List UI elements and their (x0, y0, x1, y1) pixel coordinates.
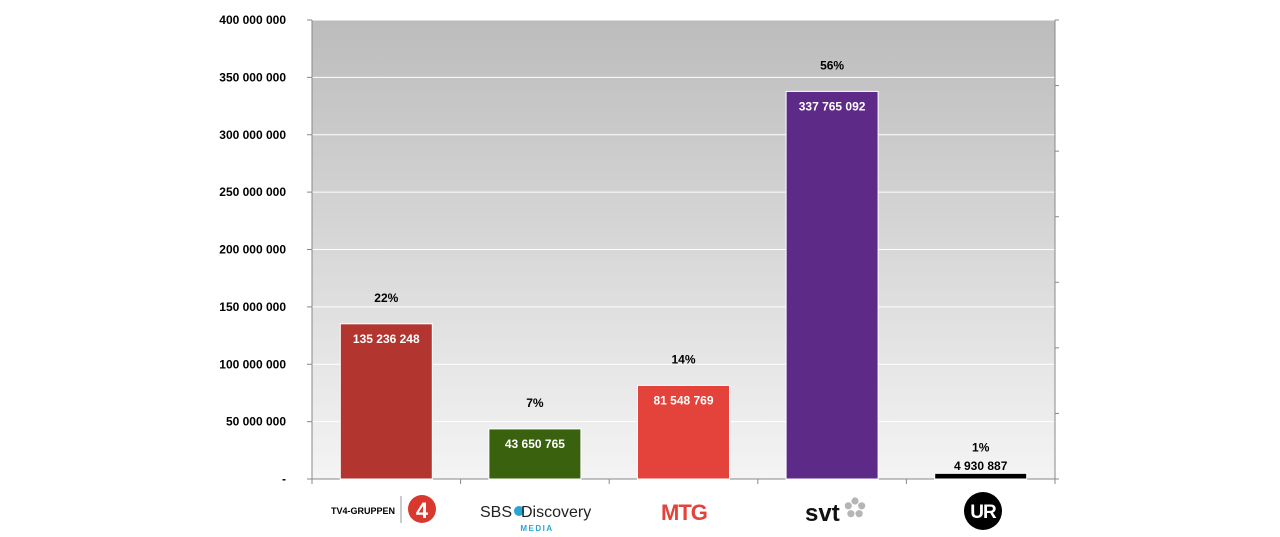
value-label: 337 765 092 (799, 99, 866, 113)
y-tick-label: 250 000 000 (219, 185, 286, 199)
logo-ur: UR (964, 492, 1002, 530)
svt-flower-icon (844, 497, 866, 518)
y-tick-label: 100 000 000 (219, 357, 286, 371)
value-label: 43 650 765 (505, 437, 565, 451)
svt-logo-text: svt (805, 500, 840, 527)
bar (488, 428, 582, 480)
y-tick-label: 350 000 000 (219, 70, 286, 84)
ur-logo-circle (964, 492, 1002, 530)
value-label: 135 236 248 (353, 332, 420, 346)
sbs-logo-text: SBS (480, 504, 512, 521)
value-label: 4 930 887 (954, 459, 1008, 473)
mtg-logo-text: MTG (661, 500, 707, 525)
media-logo-text: MEDIA (520, 524, 553, 533)
axes: - 50 000 000 100 000 000 150 000 000 200 000… (219, 13, 1059, 486)
tv4-logo-mark: 4 (416, 498, 429, 523)
gridlines (312, 19, 1055, 423)
logo-tv4: TV4-GRUPPEN 4 (331, 495, 436, 523)
tv4-logo-text: TV4-GRUPPEN (331, 506, 395, 516)
percent-label: 22% (374, 291, 398, 305)
ur-logo-text: UR (970, 502, 997, 523)
value-label: 81 548 769 (653, 393, 713, 407)
y-tick-label: - (282, 472, 286, 486)
percent-label: 56% (820, 58, 844, 72)
logo-mtg: MTG (661, 500, 708, 525)
bar (785, 90, 879, 480)
bar (637, 384, 730, 480)
discovery-logo-text: Discovery (521, 504, 591, 521)
percent-label: 7% (526, 396, 544, 410)
y-tick-label: 400 000 000 (219, 13, 286, 27)
bar (934, 472, 1028, 480)
bar-labels: 22% 135 236 248 7% 43 650 765 14% 81 548 769 5… (353, 58, 1008, 473)
percent-label: 1% (972, 440, 990, 454)
bar (339, 323, 433, 480)
y-tick-label: 50 000 000 (226, 415, 286, 429)
percent-label: 14% (671, 352, 695, 366)
y-tick-label: 300 000 000 (219, 128, 286, 142)
bars (339, 90, 1028, 480)
logo-svt: svt (805, 497, 866, 527)
logo-sbs-discovery: SBS Discovery MEDIA (480, 504, 591, 533)
y-tick-label: 200 000 000 (219, 243, 286, 257)
y-tick-label: 150 000 000 (219, 300, 286, 314)
tv4-logo-circle (408, 495, 436, 523)
discovery-globe-icon (514, 506, 524, 516)
